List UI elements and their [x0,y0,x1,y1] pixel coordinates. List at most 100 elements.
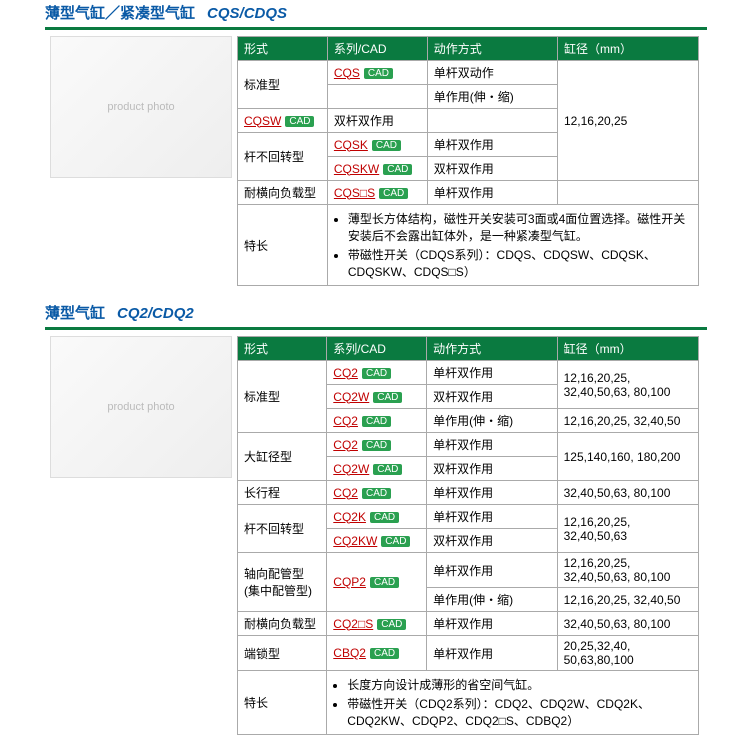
cell-features-label: 特长 [238,205,328,286]
product-image-col: product photo [45,336,237,478]
series-link[interactable]: CQ2 [333,366,358,380]
features-list: 薄型长方体结构，磁性开关安装可3面或4面位置选择。磁性开关安装后不会露出缸体外，… [334,210,692,280]
series-link[interactable]: CQSK [334,138,368,152]
cell-series: CQP2 CAD [327,553,427,612]
spacer [0,286,737,300]
cad-badge[interactable]: CAD [377,619,406,630]
cell-series: CQ2W CAD [327,457,427,481]
cad-badge[interactable]: CAD [370,577,399,588]
cad-badge[interactable]: CAD [364,68,393,79]
product-image: product photo [50,336,232,478]
cell-action: 双杆双作用 [327,109,427,133]
cell-action: 单作用(伸・缩) [427,85,557,109]
series-link[interactable]: CQ2 [333,438,358,452]
th-series: 系列/CAD [327,37,427,61]
th-bore: 缸径（mm） [557,337,698,361]
spec-table-head: 形式系列/CAD动作方式缸径（mm） [238,337,699,361]
table-row: 杆不回转型CQ2KCAD单杆双作用12,16,20,25, 32,40,50,6… [238,505,699,529]
spec-table-head: 形式系列/CAD动作方式缸径（mm） [238,37,699,61]
product-section: 薄型气缸CQ2/CDQ2 product photo形式系列/CAD动作方式缸径（… [0,300,737,735]
series-link[interactable]: CQ2W [333,462,369,476]
section-body: product photo形式系列/CAD动作方式缸径（mm）标准型 CQ2 CAD… [45,336,707,735]
cell-action: 双杆双作用 [427,157,557,181]
cell-action: 单杆双作用 [427,133,557,157]
cad-badge[interactable]: CAD [370,648,399,659]
series-link[interactable]: CQ2W [333,390,369,404]
table-row: 长行程CQ2CAD单杆双作用32,40,50,63, 80,100 [238,481,699,505]
section-title-en: CQS/CDQS [207,5,287,22]
table-row-features: 特长薄型长方体结构，磁性开关安装可3面或4面位置选择。磁性开关安装后不会露出缸体… [238,205,699,286]
cell-action: 双杆双作用 [427,385,557,409]
cad-badge[interactable]: CAD [362,368,391,379]
table-row: 大缸径型CQ2CAD单杆双作用125,140,160, 180,200 [238,433,699,457]
table-row: 标准型CQSCAD单杆双动作12,16,20,25 [238,61,699,85]
cell-type: 耐横向负载型 [238,612,327,636]
section-title: 薄型气缸／紧凑型气缸 CQS/CDQS [45,0,707,30]
th-bore: 缸径（mm） [557,37,698,61]
cell-series: CQ2 CAD [327,409,427,433]
cell-features: 长度方向设计成薄形的省空间气缸。带磁性开关（CDQ2系列）：CDQ2、CDQ2W… [327,671,699,735]
series-link[interactable]: CQP2 [333,575,366,589]
th-action: 动作方式 [427,37,557,61]
cad-badge[interactable]: CAD [285,116,314,127]
cell-action: 单杆双作用 [427,433,557,457]
product-section: 薄型气缸／紧凑型气缸 CQS/CDQS product photo形式系列/CAD动… [0,0,737,286]
cell-action: 单杆双动作 [427,61,557,85]
cell-features-label: 特长 [238,671,327,735]
cad-badge[interactable]: CAD [370,512,399,523]
section-body: product photo形式系列/CAD动作方式缸径（mm）标准型 CQS CAD… [45,36,707,286]
cell-series: CQSK CAD [327,133,427,157]
cell-series: CQS CAD [327,61,427,85]
cell-type: 标准型 [238,361,327,433]
cad-badge[interactable]: CAD [362,488,391,499]
series-link[interactable]: CQ2 [333,414,358,428]
cad-badge[interactable]: CAD [379,188,408,199]
section-title-cn: 薄型气缸／紧凑型气缸 [45,5,195,22]
series-link[interactable]: CQ2□S [333,617,373,631]
cell-action: 双杆双作用 [427,529,557,553]
feature-item: 长度方向设计成薄形的省空间气缸。 [347,676,692,693]
table-row: 端锁型CBQ2CAD单杆双作用20,25,32,40, 50,63,80,100 [238,636,699,671]
cell-type: 杆不回转型 [238,133,328,181]
cell-bore: 20,25,32,40, 50,63,80,100 [557,636,698,671]
cell-type: 大缸径型 [238,433,327,481]
cell-type: 耐横向负载型 [238,181,328,205]
cell-type: 标准型 [238,61,328,109]
cell-bore: 12,16,20,25, 32,40,50,63, 80,100 [557,361,698,409]
table-row: 轴向配管型 (集中配管型)CQP2CAD单杆双作用12,16,20,25, 32… [238,553,699,588]
cad-badge[interactable]: CAD [362,416,391,427]
cad-badge[interactable]: CAD [381,536,410,547]
cell-type: 长行程 [238,481,327,505]
cell-series: CBQ2 CAD [327,636,427,671]
cell-bore: 32,40,50,63, 80,100 [557,481,698,505]
series-link[interactable]: CQS [334,66,360,80]
product-image: product photo [50,36,232,178]
series-link[interactable]: CQ2 [333,486,358,500]
series-link[interactable]: CQ2K [333,510,366,524]
cell-series: CQ2W CAD [327,385,427,409]
cell-series: CQ2 CAD [327,433,427,457]
cell-bore: 125,140,160, 180,200 [557,433,698,481]
spec-table: 形式系列/CAD动作方式缸径（mm）标准型CQSCAD单杆双动作12,16,20… [237,36,699,286]
series-link[interactable]: CQS□S [334,186,375,200]
th-type: 形式 [238,337,327,361]
cad-badge[interactable]: CAD [373,464,402,475]
cell-bore: 12,16,20,25, 32,40,50,63 [557,505,698,553]
series-link[interactable]: CQSW [244,114,281,128]
cell-series: CQ2 CAD [327,481,427,505]
series-link[interactable]: CQSKW [334,162,379,176]
spec-table-body: 标准型 CQ2 CAD 单杆双作用12,16,20,25, 32,40,50,63, … [238,361,699,735]
table-header-row: 形式系列/CAD动作方式缸径（mm） [238,37,699,61]
cad-badge[interactable]: CAD [373,392,402,403]
cad-badge[interactable]: CAD [372,140,401,151]
cad-badge[interactable]: CAD [383,164,412,175]
cad-badge[interactable]: CAD [362,440,391,451]
cell-bore: 12,16,20,25, 32,40,50 [557,588,698,612]
section-title: 薄型气缸CQ2/CDQ2 [45,300,707,330]
cell-action: 双杆双作用 [427,457,557,481]
series-link[interactable]: CQ2KW [333,534,377,548]
spacer [0,735,737,749]
section-title-cn: 薄型气缸 [45,305,105,322]
series-link[interactable]: CBQ2 [333,646,366,660]
cell-series: CQ2KW CAD [327,529,427,553]
